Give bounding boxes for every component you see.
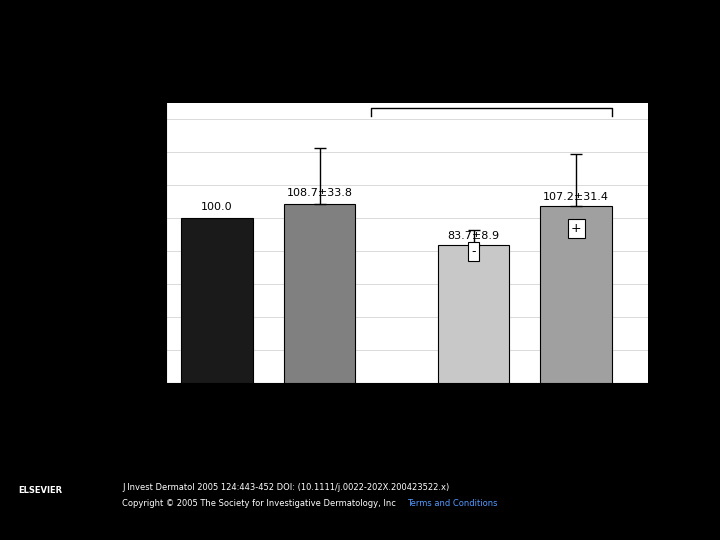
Text: ELSEVIER: ELSEVIER [18, 486, 62, 495]
Text: 100.0: 100.0 [201, 202, 233, 212]
Y-axis label: MMP normal. on placebo treated,
not irradiated control [%]: MMP normal. on placebo treated, not irra… [109, 151, 130, 335]
Bar [540, 206, 612, 383]
Text: irradiated: irradiated [494, 462, 555, 475]
Text: 107.2±31.4: 107.2±31.4 [543, 192, 609, 202]
Text: Figure 8: Figure 8 [332, 44, 388, 58]
Text: +: + [571, 221, 582, 235]
Bar [284, 204, 356, 383]
Bar [438, 245, 510, 383]
Text: -: - [472, 245, 476, 258]
Text: J Invest Dermatol 2005 124:443-452 DOI: (10.1111/j.0022-202X.200423522.x): J Invest Dermatol 2005 124:443-452 DOI: … [122, 483, 450, 492]
Bar [181, 218, 253, 383]
Text: 83.7±8.9: 83.7±8.9 [447, 231, 500, 240]
Text: Terms and Conditions: Terms and Conditions [407, 500, 498, 509]
Text: not irradiated: not irradiated [225, 462, 311, 475]
Text: 108.7±33.8: 108.7±33.8 [287, 188, 353, 198]
Text: Copyright © 2005 The Society for Investigative Dermatology, Inc: Copyright © 2005 The Society for Investi… [122, 500, 402, 509]
